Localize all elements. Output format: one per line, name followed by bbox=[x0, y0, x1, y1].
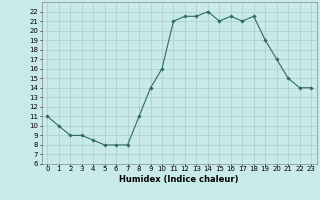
X-axis label: Humidex (Indice chaleur): Humidex (Indice chaleur) bbox=[119, 175, 239, 184]
